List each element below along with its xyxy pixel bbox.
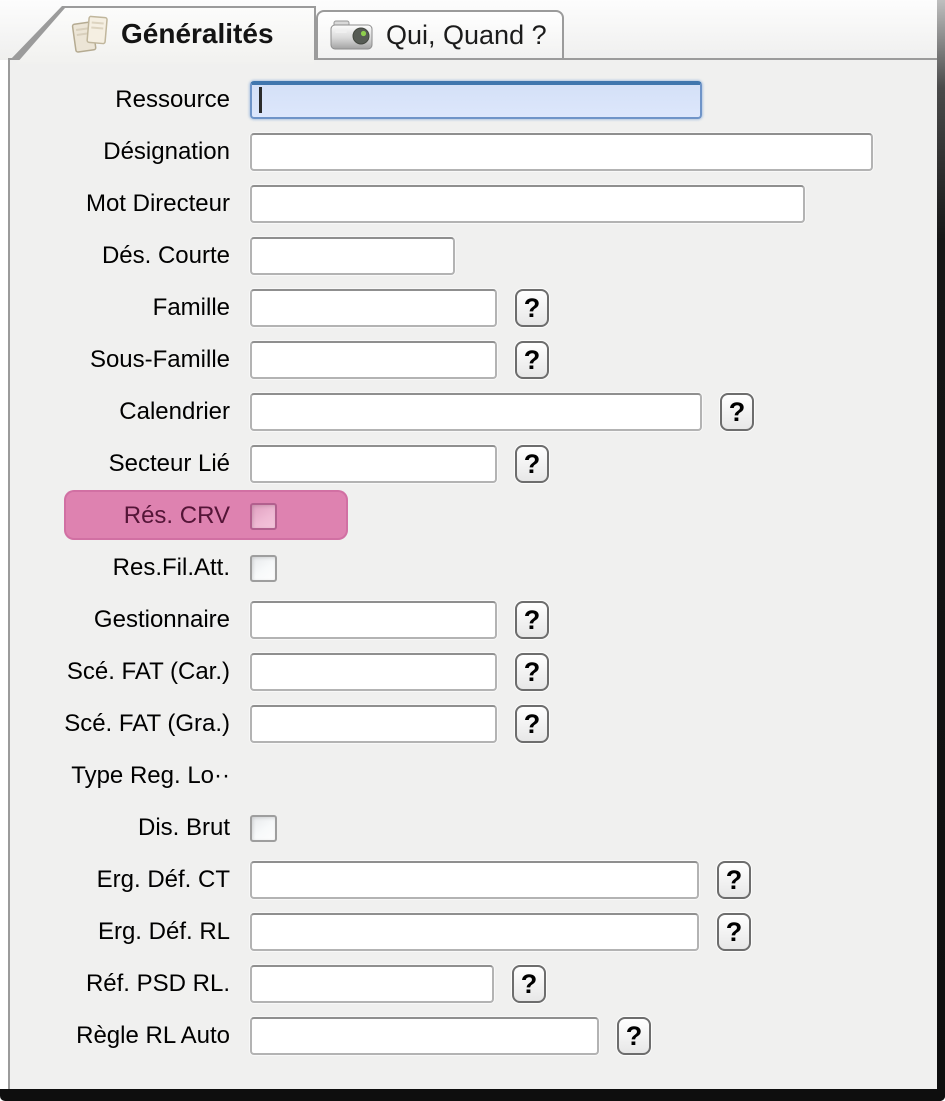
- tab-generalites[interactable]: Généralités: [70, 8, 310, 60]
- form-rows: Ressource Désignation Mot Directeur Dés. Co…: [10, 74, 937, 1062]
- help-button-erg-def-ct[interactable]: ?: [717, 861, 751, 899]
- field-control-sous-famille: ?: [250, 341, 549, 379]
- field-control-designation: [250, 133, 873, 171]
- field-control-sce-fat-gra: ?: [250, 705, 549, 743]
- field-label-erg-def-rl: Erg. Déf. RL: [97, 918, 230, 945]
- field-label-sous-famille: Sous-Famille: [89, 346, 230, 373]
- field-label-res-fil-att: Res.Fil.Att.: [112, 554, 230, 581]
- window-frame-bottom: [0, 1089, 945, 1101]
- help-button-sous-famille[interactable]: ?: [515, 341, 549, 379]
- input-sce-fat-car[interactable]: [250, 653, 497, 691]
- help-button-gestionnaire[interactable]: ?: [515, 601, 549, 639]
- field-label-mot-directeur: Mot Directeur: [85, 190, 230, 217]
- field-control-res-fil-att: [250, 554, 277, 582]
- field-label-ressource: Ressource: [115, 86, 230, 113]
- field-control-dis-brut: [250, 814, 277, 842]
- form-row-erg-def-rl: Erg. Déf. RL?: [10, 906, 937, 958]
- input-mot-directeur[interactable]: [250, 185, 805, 223]
- tab-qui-quand-label: Qui, Quand ?: [386, 19, 547, 50]
- field-control-gestionnaire: ?: [250, 601, 549, 639]
- form-row-ref-psd-rl: Réf. PSD RL.?: [10, 958, 937, 1010]
- input-erg-def-rl[interactable]: [250, 913, 699, 951]
- help-button-regle-rl-auto[interactable]: ?: [617, 1017, 651, 1055]
- field-control-sce-fat-car: ?: [250, 653, 549, 691]
- input-sce-fat-gra[interactable]: [250, 705, 497, 743]
- field-label-dis-brut: Dis. Brut: [137, 814, 230, 841]
- form-row-des-courte: Dés. Courte: [10, 230, 937, 282]
- input-gestionnaire[interactable]: [250, 601, 497, 639]
- field-control-famille: ?: [250, 289, 549, 327]
- field-label-gestionnaire: Gestionnaire: [93, 606, 230, 633]
- form-row-secteur-lie: Secteur Lié?: [10, 438, 937, 490]
- camera-icon: [330, 20, 373, 50]
- field-label-sce-fat-gra: Scé. FAT (Gra.): [64, 710, 230, 737]
- form-row-famille: Famille?: [10, 282, 937, 334]
- tab-generalites-label: Généralités: [121, 18, 274, 49]
- tab-generalites-body: [16, 8, 314, 64]
- checkbox-res-fil-att[interactable]: [250, 554, 277, 582]
- help-button-sce-fat-car[interactable]: ?: [515, 653, 549, 691]
- input-famille[interactable]: [250, 289, 497, 327]
- form-row-mot-directeur: Mot Directeur: [10, 178, 937, 230]
- field-control-des-courte: [250, 237, 455, 275]
- checkbox-res-crv[interactable]: [250, 502, 277, 530]
- field-control-calendrier: ?: [250, 393, 754, 431]
- field-control-erg-def-ct: ?: [250, 861, 751, 899]
- help-button-famille[interactable]: ?: [515, 289, 549, 327]
- input-regle-rl-auto[interactable]: [250, 1017, 599, 1055]
- field-label-type-reg-lo: Type Reg. Lo··: [71, 762, 230, 789]
- field-label-erg-def-ct: Erg. Déf. CT: [96, 866, 230, 893]
- field-label-res-crv: Rés. CRV: [123, 502, 230, 529]
- field-control-ressource: [250, 81, 702, 119]
- form-row-sce-fat-gra: Scé. FAT (Gra.)?: [10, 698, 937, 750]
- form-row-designation: Désignation: [10, 126, 937, 178]
- input-designation[interactable]: [250, 133, 873, 171]
- form-row-res-crv: Rés. CRV: [10, 490, 937, 542]
- field-control-ref-psd-rl: ?: [250, 965, 546, 1003]
- field-control-res-crv: [250, 502, 277, 530]
- help-button-erg-def-rl[interactable]: ?: [717, 913, 751, 951]
- input-des-courte[interactable]: [250, 237, 455, 275]
- field-label-designation: Désignation: [103, 138, 230, 165]
- field-label-regle-rl-auto: Règle RL Auto: [76, 1022, 230, 1049]
- text-caret: [259, 87, 262, 113]
- tab-qui-quand[interactable]: Qui, Quand ?: [316, 10, 564, 58]
- form-row-type-reg-lo: Type Reg. Lo··: [10, 750, 937, 802]
- form-row-sce-fat-car: Scé. FAT (Car.)?: [10, 646, 937, 698]
- input-erg-def-ct[interactable]: [250, 861, 699, 899]
- field-control-secteur-lie: ?: [250, 445, 549, 483]
- input-ressource[interactable]: [250, 81, 702, 119]
- documents-icon: [71, 15, 108, 53]
- input-secteur-lie[interactable]: [250, 445, 497, 483]
- form-row-sous-famille: Sous-Famille?: [10, 334, 937, 386]
- highlight-marker: [64, 490, 348, 540]
- form-row-regle-rl-auto: Règle RL Auto?: [10, 1010, 937, 1062]
- form-row-gestionnaire: Gestionnaire?: [10, 594, 937, 646]
- field-control-mot-directeur: [250, 185, 805, 223]
- field-label-des-courte: Dés. Courte: [101, 242, 230, 269]
- form-row-erg-def-ct: Erg. Déf. CT?: [10, 854, 937, 906]
- field-label-calendrier: Calendrier: [119, 398, 230, 425]
- field-label-ref-psd-rl: Réf. PSD RL.: [85, 970, 230, 997]
- checkbox-dis-brut[interactable]: [250, 814, 277, 842]
- form-row-dis-brut: Dis. Brut: [10, 802, 937, 854]
- help-button-sce-fat-gra[interactable]: ?: [515, 705, 549, 743]
- help-button-calendrier[interactable]: ?: [720, 393, 754, 431]
- help-button-ref-psd-rl[interactable]: ?: [512, 965, 546, 1003]
- input-ref-psd-rl[interactable]: [250, 965, 494, 1003]
- field-label-sce-fat-car: Scé. FAT (Car.): [66, 658, 230, 685]
- form-row-calendrier: Calendrier?: [10, 386, 937, 438]
- form-row-ressource: Ressource: [10, 74, 937, 126]
- field-label-secteur-lie: Secteur Lié: [108, 450, 230, 477]
- field-label-famille: Famille: [152, 294, 230, 321]
- input-calendrier[interactable]: [250, 393, 702, 431]
- input-sous-famille[interactable]: [250, 341, 497, 379]
- window-frame-right: [937, 0, 945, 1101]
- field-control-erg-def-rl: ?: [250, 913, 751, 951]
- help-button-secteur-lie[interactable]: ?: [515, 445, 549, 483]
- content-panel: Ressource Désignation Mot Directeur Dés. Co…: [8, 58, 937, 1089]
- form-row-res-fil-att: Res.Fil.Att.: [10, 542, 937, 594]
- field-control-regle-rl-auto: ?: [250, 1017, 651, 1055]
